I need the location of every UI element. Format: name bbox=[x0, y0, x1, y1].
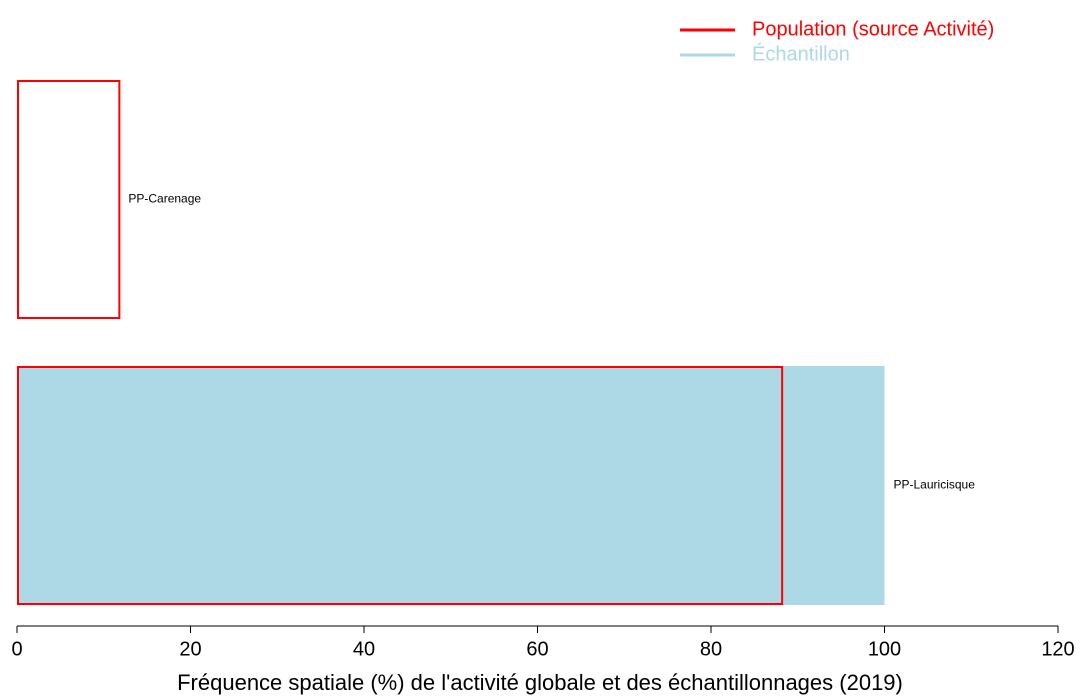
category-label: PP-Lauricisque bbox=[894, 478, 976, 492]
x-tick-label: 40 bbox=[353, 638, 375, 660]
x-tick-label: 120 bbox=[1041, 638, 1074, 660]
bar bbox=[17, 366, 885, 605]
bar bbox=[17, 80, 121, 319]
bar bbox=[17, 366, 784, 605]
x-tick-label: 20 bbox=[179, 638, 201, 660]
legend-label: Population (source Activité) bbox=[752, 18, 994, 40]
x-axis-label: Fréquence spatiale (%) de l'activité glo… bbox=[177, 670, 903, 695]
x-tick-label: 80 bbox=[700, 638, 722, 660]
category-label: PP-Carenage bbox=[128, 192, 201, 206]
x-tick-label: 100 bbox=[868, 638, 901, 660]
x-tick-label: 60 bbox=[526, 638, 548, 660]
legend-label: Échantillon bbox=[752, 42, 850, 65]
x-tick-label: 0 bbox=[11, 638, 22, 660]
